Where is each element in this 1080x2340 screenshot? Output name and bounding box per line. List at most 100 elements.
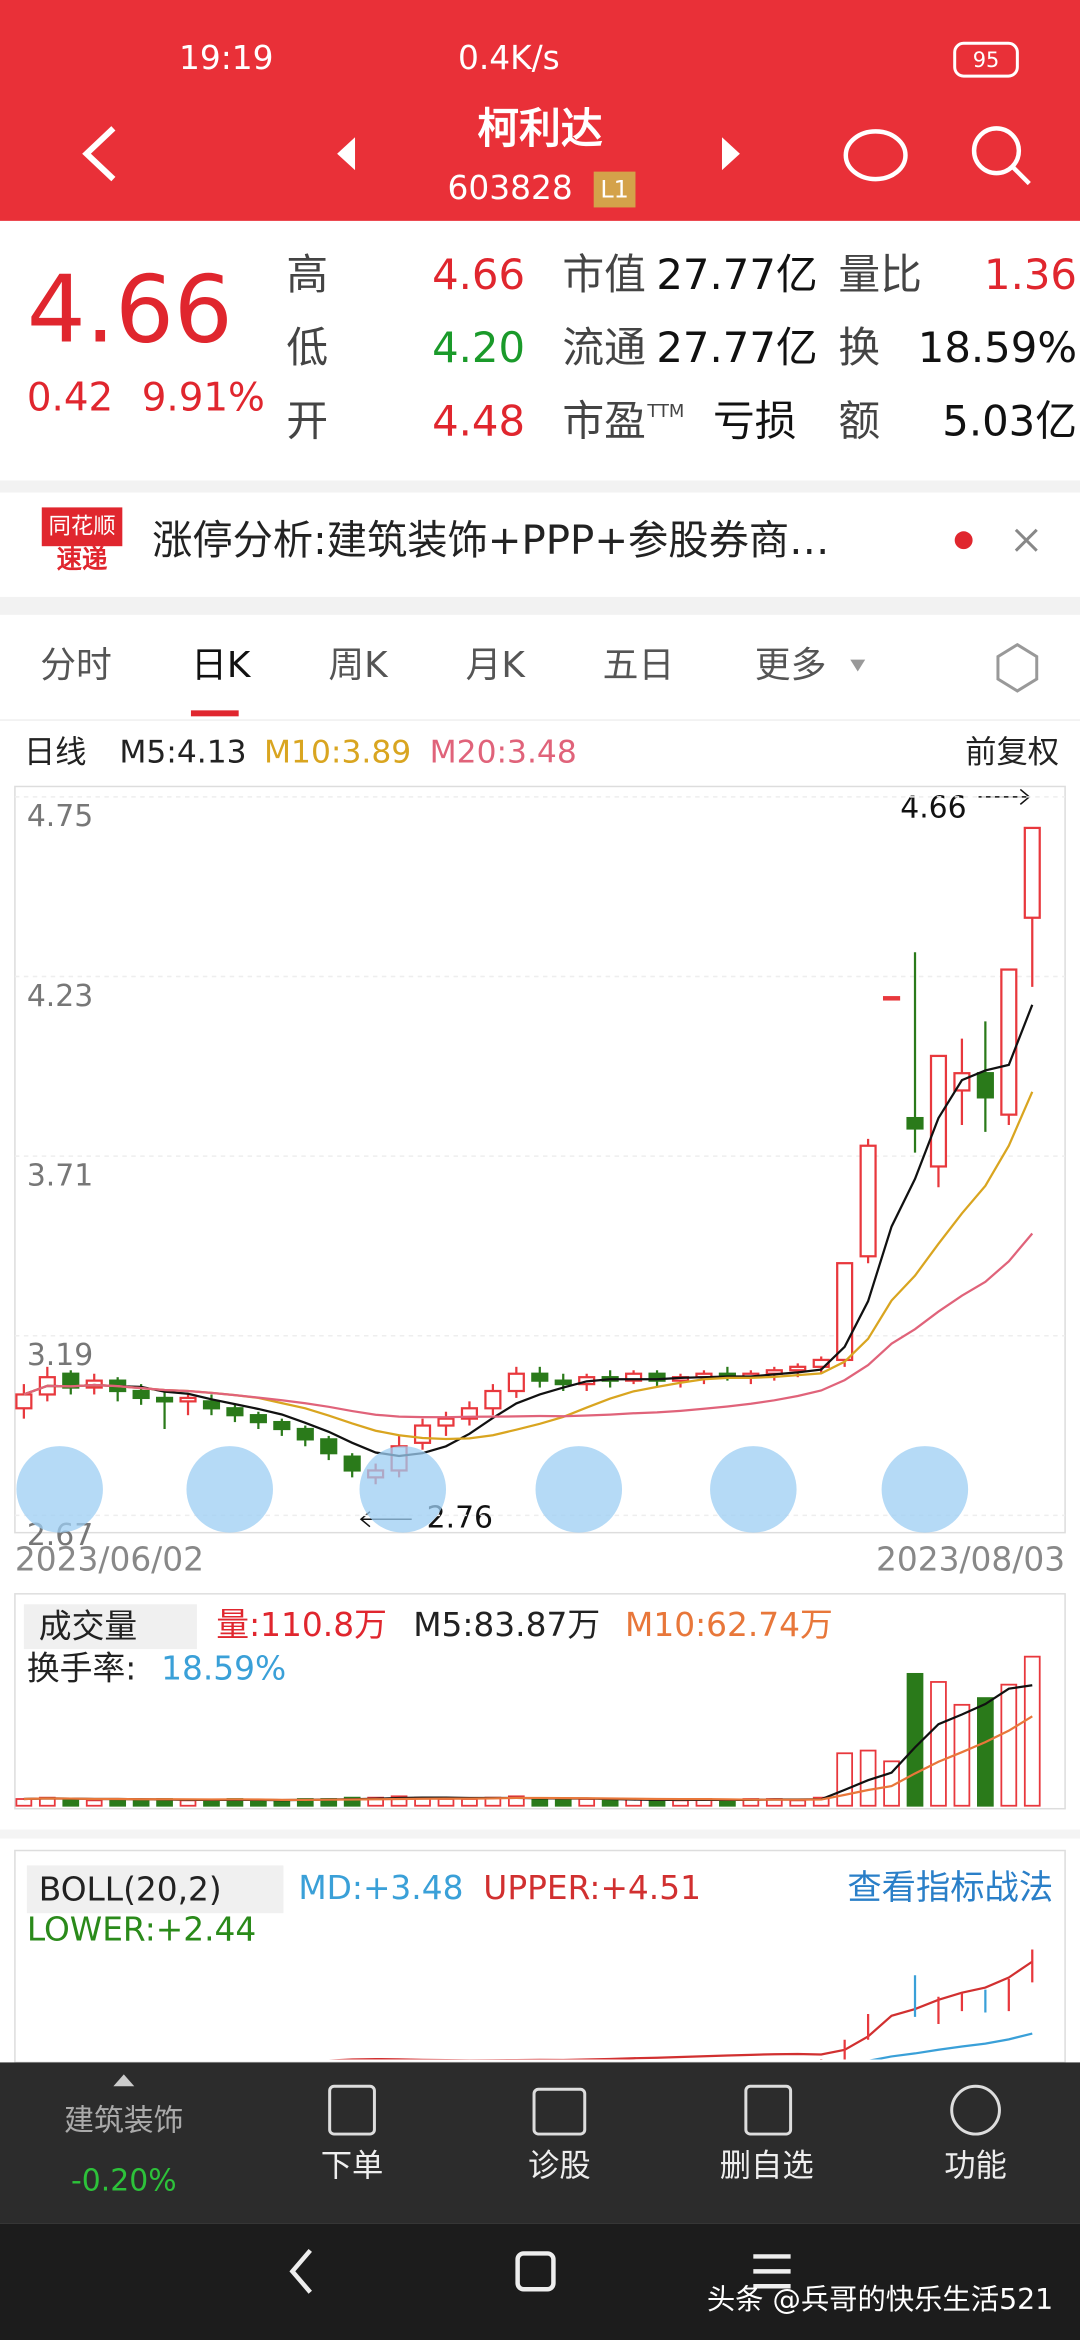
- boll-upper: UPPER:+4.51: [483, 1869, 701, 1907]
- field-label: 换: [838, 323, 880, 372]
- chart-button[interactable]: [535, 1446, 623, 1533]
- adjust[interactable]: 前复权: [965, 735, 1059, 771]
- candle-body: [62, 1372, 80, 1389]
- candle-body: [906, 1116, 924, 1130]
- news-close[interactable]: [1014, 528, 1038, 552]
- nav-home[interactable]: [515, 2251, 556, 2292]
- tab[interactable]: 周K: [328, 645, 389, 686]
- tab[interactable]: 月K: [466, 645, 527, 686]
- boll-lower: LOWER:+2.44: [27, 1911, 256, 1949]
- ma10-line: [23, 1091, 1034, 1441]
- bottom-item[interactable]: 删自选: [720, 2148, 814, 2184]
- news-text[interactable]: 涨停分析:建筑装饰+PPP+参股券商…: [152, 518, 829, 564]
- chart-button[interactable]: [16, 1446, 103, 1533]
- kline-frame: [14, 785, 1066, 1534]
- bottom-item[interactable]: 诊股: [528, 2148, 591, 2184]
- divider: [0, 719, 1080, 721]
- turnover-label: 换手率:: [27, 1649, 136, 1687]
- volume-bar: [601, 1799, 619, 1807]
- ma5: M5:4.13: [119, 735, 246, 771]
- badge-bg: [593, 171, 636, 208]
- search-icon[interactable]: [971, 126, 1022, 176]
- back-button[interactable]: [82, 126, 116, 182]
- sector[interactable]: 建筑装饰: [64, 2104, 183, 2139]
- candle-body: [507, 1372, 525, 1393]
- field-label: 高: [286, 250, 328, 299]
- remove-icon[interactable]: [744, 2084, 793, 2136]
- candle-body: [836, 1262, 854, 1362]
- ma10: M10:3.89: [264, 735, 411, 771]
- candle-body: [531, 1372, 549, 1382]
- volume-bar: [343, 1796, 361, 1807]
- candle-body: [460, 1407, 479, 1420]
- time: 19:19: [179, 39, 274, 77]
- stock-code: 603828: [448, 169, 573, 207]
- volume-bar: [1000, 1683, 1018, 1807]
- volume-m5: M5:83.87万: [413, 1606, 600, 1644]
- system-nav: [0, 2223, 1080, 2340]
- field-label: 量比: [838, 250, 922, 299]
- field-value: 1.36: [984, 250, 1077, 299]
- battery-level: 95: [973, 48, 1000, 72]
- tab-underline: [190, 710, 239, 717]
- chart-button[interactable]: [710, 1446, 797, 1533]
- candle-body: [648, 1372, 666, 1382]
- diagnose-icon[interactable]: [532, 2087, 587, 2136]
- stock-name: 柯利达: [477, 104, 603, 153]
- vol-ma5: [23, 1684, 1033, 1802]
- battery: [953, 41, 1019, 78]
- volume-bar: [461, 1798, 478, 1807]
- volume-bar: [437, 1798, 455, 1807]
- y-tick-label: 3.19: [27, 1338, 93, 1373]
- tab[interactable]: 分时: [40, 645, 112, 686]
- candle-body: [296, 1427, 314, 1441]
- boll-select-bg[interactable]: [26, 1865, 284, 1914]
- field-label: 市盈: [562, 396, 646, 445]
- candle-body: [320, 1438, 338, 1455]
- header-bg: [0, 0, 1080, 221]
- tab[interactable]: 五日: [603, 645, 675, 686]
- volume-bar: [554, 1799, 572, 1807]
- kline-label: 日线: [24, 735, 87, 771]
- settings-icon[interactable]: [996, 642, 1039, 693]
- candle-body: [179, 1396, 197, 1403]
- chart-button[interactable]: [186, 1446, 273, 1533]
- nav-back[interactable]: [289, 2249, 312, 2294]
- volume-bar: [930, 1681, 947, 1807]
- field-sup: TTM: [646, 401, 684, 422]
- tab[interactable]: 更多: [755, 645, 827, 686]
- nav-menu[interactable]: [753, 2254, 791, 2289]
- volume-bar: [719, 1799, 736, 1807]
- volume-bar: [648, 1799, 666, 1807]
- field-value: 5.03亿: [942, 396, 1077, 445]
- chart-button[interactable]: [359, 1446, 447, 1533]
- ma20: M20:3.48: [430, 735, 577, 771]
- function-icon[interactable]: [950, 2084, 1001, 2136]
- ma20-line: [23, 1232, 1034, 1419]
- candle-body: [413, 1424, 432, 1444]
- more-arrow: [850, 659, 866, 672]
- boll-link[interactable]: 查看指标战法: [847, 1868, 1053, 1908]
- candle-body: [1023, 826, 1041, 919]
- bottom-bar: [0, 2062, 1080, 2224]
- volume-select-bg[interactable]: [23, 1604, 197, 1650]
- volume-bar: [203, 1799, 220, 1807]
- candle-body: [882, 996, 901, 1001]
- field-label: 额: [838, 396, 880, 445]
- robot-icon[interactable]: [843, 129, 908, 182]
- field-value: 4.48: [432, 396, 525, 445]
- ma5-line: [23, 1004, 1034, 1458]
- volume-bar: [977, 1697, 994, 1807]
- y-tick-label: 4.23: [27, 979, 93, 1014]
- change-pct: 9.91%: [142, 375, 265, 420]
- volume-bar: [578, 1798, 596, 1807]
- boll-plot: [328, 1949, 1034, 2060]
- vol-ma10: [23, 1715, 1033, 1801]
- field-value: 4.66: [432, 250, 525, 299]
- bottom-item[interactable]: 下单: [321, 2148, 384, 2184]
- tab[interactable]: 日K: [191, 645, 252, 686]
- order-icon[interactable]: [328, 2084, 376, 2136]
- chart-button[interactable]: [881, 1446, 969, 1533]
- bottom-item[interactable]: 功能: [944, 2148, 1007, 2184]
